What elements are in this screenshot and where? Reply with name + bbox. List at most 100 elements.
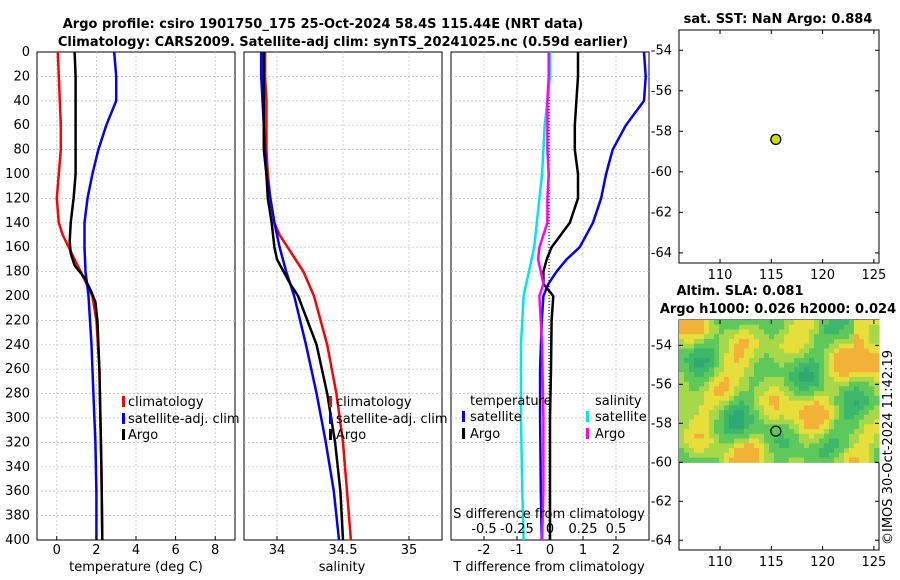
heat-cell — [744, 395, 750, 402]
heat-cell — [839, 452, 845, 459]
heat-cell — [704, 353, 710, 359]
heat-cell — [754, 391, 760, 397]
heat-cell — [834, 324, 840, 331]
legend-climatology-swatch — [329, 396, 332, 407]
heat-cell — [699, 400, 705, 406]
heat-cell — [829, 329, 835, 335]
heat-cell — [854, 367, 860, 373]
heat-cell — [724, 424, 730, 430]
heat-cell — [779, 353, 785, 359]
heat-cell — [709, 381, 715, 387]
heat-cell — [849, 419, 855, 425]
heat-cell — [774, 405, 780, 411]
heat-cell — [774, 338, 780, 345]
heat-cell — [789, 410, 795, 416]
heat-cell — [714, 405, 720, 411]
heat-cell — [864, 329, 870, 335]
heat-cell — [839, 433, 845, 440]
heat-cell — [729, 353, 735, 359]
lon-tick-label: 110 — [708, 268, 733, 283]
heat-cell — [679, 443, 685, 449]
heat-cell — [849, 433, 855, 440]
argo-location-marker — [770, 133, 782, 146]
heat-cell — [699, 448, 705, 454]
heat-cell — [864, 443, 870, 449]
heat-cell — [814, 329, 820, 335]
heat-cell — [824, 395, 830, 402]
heat-cell — [689, 433, 695, 440]
heat-cell — [764, 367, 770, 373]
heat-cell — [709, 338, 715, 345]
heat-cell — [689, 320, 695, 326]
heat-cell — [714, 452, 720, 459]
heat-cell — [854, 348, 860, 354]
heat-cell — [819, 348, 825, 354]
heat-cell — [744, 381, 750, 387]
heat-cell — [864, 381, 870, 387]
heat-cell — [789, 372, 795, 378]
heat-cell — [729, 419, 735, 425]
lat-tick-label: -54 — [651, 338, 672, 353]
heat-cell — [854, 448, 860, 454]
heat-cell — [869, 443, 875, 449]
lat-tick-label: -58 — [651, 124, 672, 139]
heat-cell — [774, 448, 780, 454]
heat-cell — [764, 386, 770, 392]
heat-cell — [834, 433, 840, 440]
heat-cell — [759, 433, 765, 440]
heat-cell — [839, 400, 845, 406]
heat-cell — [859, 362, 865, 369]
heat-cell — [744, 372, 750, 378]
heat-cell — [789, 391, 795, 397]
heat-cell — [829, 353, 835, 359]
heat-cell — [854, 362, 860, 369]
heat-cell — [679, 343, 685, 350]
heat-cell — [824, 348, 830, 354]
heat-cell — [854, 391, 860, 397]
heat-cell — [729, 386, 735, 392]
heat-cell — [704, 400, 710, 406]
heat-cell — [794, 448, 800, 454]
heat-cell — [764, 353, 770, 359]
heat-cell — [714, 334, 720, 340]
heat-cell — [799, 357, 805, 364]
heat-cell — [819, 386, 825, 392]
heat-cell — [709, 348, 715, 354]
heat-cell — [779, 391, 785, 397]
heat-cell — [679, 457, 685, 463]
heat-cell — [799, 424, 805, 430]
heat-cell — [714, 348, 720, 354]
heat-cell — [704, 338, 710, 345]
heat-cell — [729, 391, 735, 397]
lat-tick-label: -62 — [651, 205, 672, 220]
heat-cell — [799, 419, 805, 425]
series-line-climatology — [263, 52, 353, 541]
heat-cell — [759, 452, 765, 459]
heat-cell — [849, 348, 855, 354]
lat-tick-label: -60 — [651, 455, 672, 470]
heat-cell — [694, 367, 700, 373]
heat-cell — [684, 362, 690, 369]
heat-cell — [734, 443, 740, 449]
heat-cell — [854, 405, 860, 411]
heat-cell — [744, 386, 750, 392]
heat-cell — [699, 367, 705, 373]
heat-cell — [784, 376, 790, 383]
heat-cell — [779, 438, 785, 444]
heat-cell — [794, 429, 800, 435]
t-difference-xlabel: T difference from climatology — [452, 560, 645, 575]
sla-title-line2: Argo h1000: 0.026 h2000: 0.024 — [660, 302, 896, 317]
heat-cell — [819, 362, 825, 369]
heat-cell — [819, 438, 825, 444]
heat-cell — [774, 424, 780, 430]
legend-argo-swatch — [122, 429, 125, 440]
heat-cell — [694, 452, 700, 459]
heat-cell — [699, 433, 705, 440]
heat-cell — [699, 405, 705, 411]
heat-cell — [699, 443, 705, 449]
heat-cell — [729, 376, 735, 383]
heat-cell — [794, 438, 800, 444]
heat-cell — [704, 324, 710, 331]
heat-cell — [854, 320, 860, 326]
heat-cell — [754, 348, 760, 354]
